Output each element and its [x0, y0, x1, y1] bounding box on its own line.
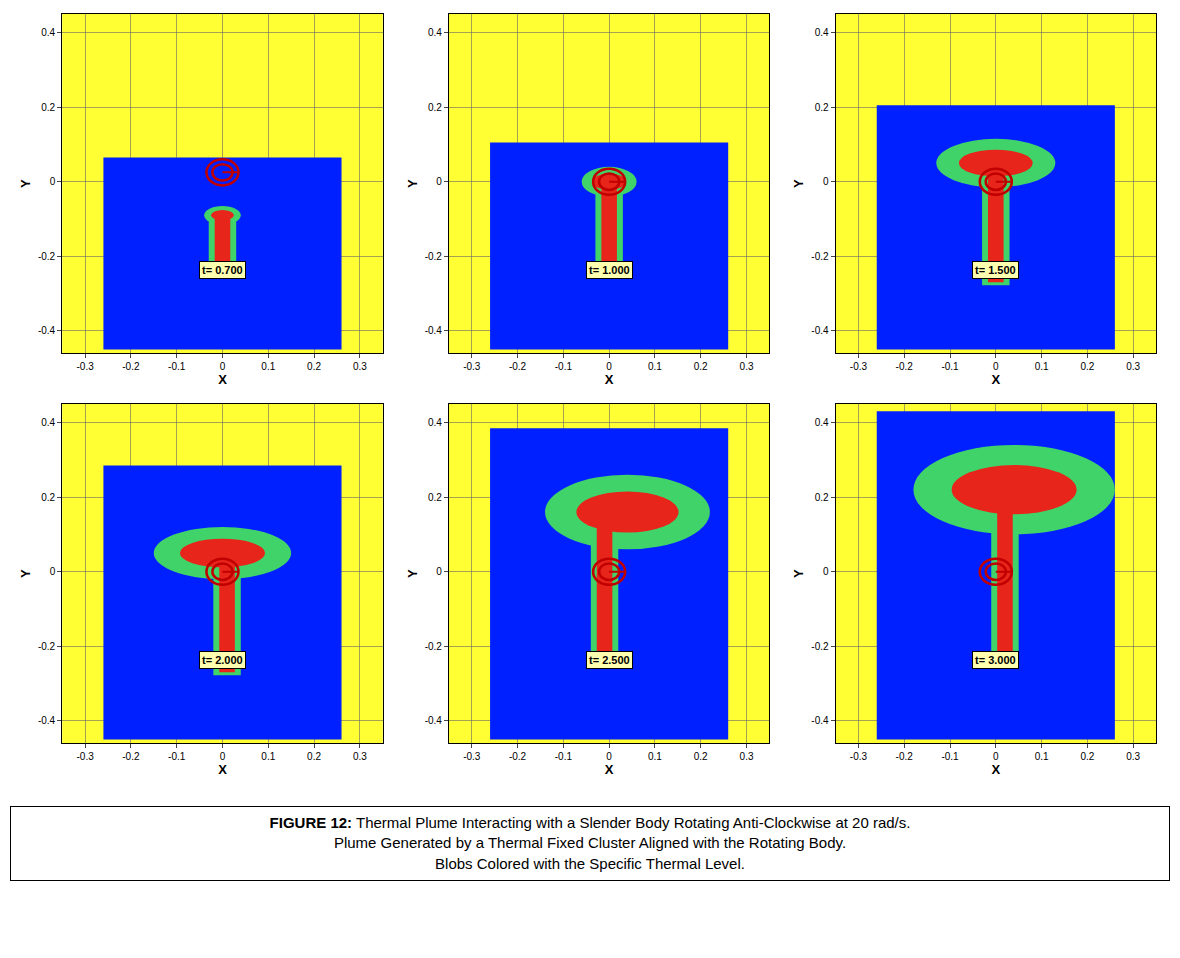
svg-text:t= 1.000: t= 1.000 [589, 264, 630, 276]
svg-text:0.1: 0.1 [648, 751, 662, 762]
svg-text:Y: Y [405, 569, 420, 578]
svg-text:-0.4: -0.4 [425, 325, 443, 336]
svg-text:Y: Y [18, 179, 33, 188]
svg-text:0: 0 [823, 176, 829, 187]
svg-text:-0.1: -0.1 [941, 751, 959, 762]
svg-text:0: 0 [436, 566, 442, 577]
svg-text:0.3: 0.3 [740, 361, 754, 372]
svg-text:-0.2: -0.2 [896, 751, 914, 762]
svg-text:0: 0 [50, 566, 56, 577]
html-text:Plume Generated by a Thermal F: Plume Generated by a Thermal Fixed Clust… [333, 834, 847, 852]
svg-text:0.1: 0.1 [261, 751, 275, 762]
svg-text:0: 0 [993, 361, 999, 372]
svg-text:t= 3.000: t= 3.000 [975, 654, 1016, 666]
svg-text:0.4: 0.4 [815, 417, 829, 428]
svg-text:-0.3: -0.3 [463, 751, 481, 762]
svg-text:t= 1.500: t= 1.500 [975, 264, 1016, 276]
svg-text:-0.1: -0.1 [555, 361, 573, 372]
svg-text:-0.3: -0.3 [463, 361, 481, 372]
svg-text:0.3: 0.3 [1126, 751, 1140, 762]
svg-text:-0.2: -0.2 [896, 361, 914, 372]
svg-text:0.2: 0.2 [307, 751, 321, 762]
svg-text:0.2: 0.2 [694, 751, 708, 762]
svg-text:-0.2: -0.2 [38, 251, 56, 262]
svg-text:Y: Y [405, 179, 420, 188]
svg-text:-0.2: -0.2 [509, 361, 527, 372]
svg-text:X: X [218, 762, 227, 777]
svg-text:-0.2: -0.2 [425, 641, 443, 652]
svg-text:-0.3: -0.3 [76, 751, 94, 762]
svg-text:-0.2: -0.2 [811, 251, 829, 262]
svg-text:0.2: 0.2 [1080, 361, 1094, 372]
svg-text:-0.1: -0.1 [941, 361, 959, 372]
svg-text:-0.4: -0.4 [38, 715, 56, 726]
svg-text:0.3: 0.3 [740, 751, 754, 762]
svg-text:X: X [605, 762, 614, 777]
svg-text:0.2: 0.2 [694, 361, 708, 372]
svg-text:-0.1: -0.1 [168, 361, 186, 372]
svg-text:0.2: 0.2 [41, 492, 55, 503]
svg-text:X: X [991, 762, 1000, 777]
svg-text:0.4: 0.4 [41, 417, 55, 428]
svg-text:0: 0 [993, 751, 999, 762]
svg-text:-0.3: -0.3 [850, 361, 868, 372]
svg-text:0.1: 0.1 [1035, 751, 1049, 762]
svg-text:0.2: 0.2 [41, 102, 55, 113]
svg-text:0.1: 0.1 [648, 361, 662, 372]
svg-text:-0.2: -0.2 [122, 751, 140, 762]
svg-text:-0.2: -0.2 [425, 251, 443, 262]
svg-text:0.1: 0.1 [1035, 361, 1049, 372]
svg-text:0.4: 0.4 [428, 27, 442, 38]
svg-text:0.3: 0.3 [353, 361, 367, 372]
svg-text:0.1: 0.1 [261, 361, 275, 372]
svg-text:0: 0 [220, 361, 226, 372]
svg-text:-0.2: -0.2 [509, 751, 527, 762]
html-text:Blobs Colored with the Specifi: Blobs Colored with the Specific Thermal … [435, 854, 745, 872]
svg-text:t= 0.700: t= 0.700 [202, 264, 243, 276]
svg-text:0.4: 0.4 [41, 27, 55, 38]
svg-text:0.4: 0.4 [815, 27, 829, 38]
svg-text:0: 0 [50, 176, 56, 187]
svg-text:0: 0 [823, 566, 829, 577]
svg-text:-0.1: -0.1 [168, 751, 186, 762]
svg-text:t= 2.000: t= 2.000 [202, 654, 243, 666]
svg-text:-0.4: -0.4 [811, 325, 829, 336]
svg-text:0: 0 [606, 751, 612, 762]
svg-text:X: X [991, 372, 1000, 387]
svg-text:X: X [218, 372, 227, 387]
svg-text:t= 2.500: t= 2.500 [589, 654, 630, 666]
svg-text:0.2: 0.2 [307, 361, 321, 372]
svg-text:0.2: 0.2 [815, 492, 829, 503]
svg-text:Y: Y [791, 179, 806, 188]
svg-text:-0.3: -0.3 [850, 751, 868, 762]
svg-text:0: 0 [606, 361, 612, 372]
svg-text:-0.2: -0.2 [38, 641, 56, 652]
svg-text:-0.2: -0.2 [811, 641, 829, 652]
svg-text:0.4: 0.4 [428, 417, 442, 428]
svg-text:-0.4: -0.4 [425, 715, 443, 726]
svg-text:-0.3: -0.3 [76, 361, 94, 372]
svg-text:-0.1: -0.1 [555, 751, 573, 762]
svg-text:-0.4: -0.4 [811, 715, 829, 726]
svg-text:0: 0 [220, 751, 226, 762]
svg-text:0.3: 0.3 [353, 751, 367, 762]
svg-text:X: X [605, 372, 614, 387]
svg-text:Y: Y [791, 569, 806, 578]
html-text:FIGURE 12: Thermal Plume Inter: FIGURE 12: Thermal Plume Interacting wit… [269, 814, 911, 831]
svg-text:0: 0 [436, 176, 442, 187]
svg-text:-0.4: -0.4 [38, 325, 56, 336]
svg-text:0.3: 0.3 [1126, 361, 1140, 372]
svg-text:0.2: 0.2 [428, 102, 442, 113]
svg-text:-0.2: -0.2 [122, 361, 140, 372]
svg-text:0.2: 0.2 [815, 102, 829, 113]
svg-text:0.2: 0.2 [1080, 751, 1094, 762]
svg-text:Y: Y [18, 569, 33, 578]
svg-text:0.2: 0.2 [428, 492, 442, 503]
